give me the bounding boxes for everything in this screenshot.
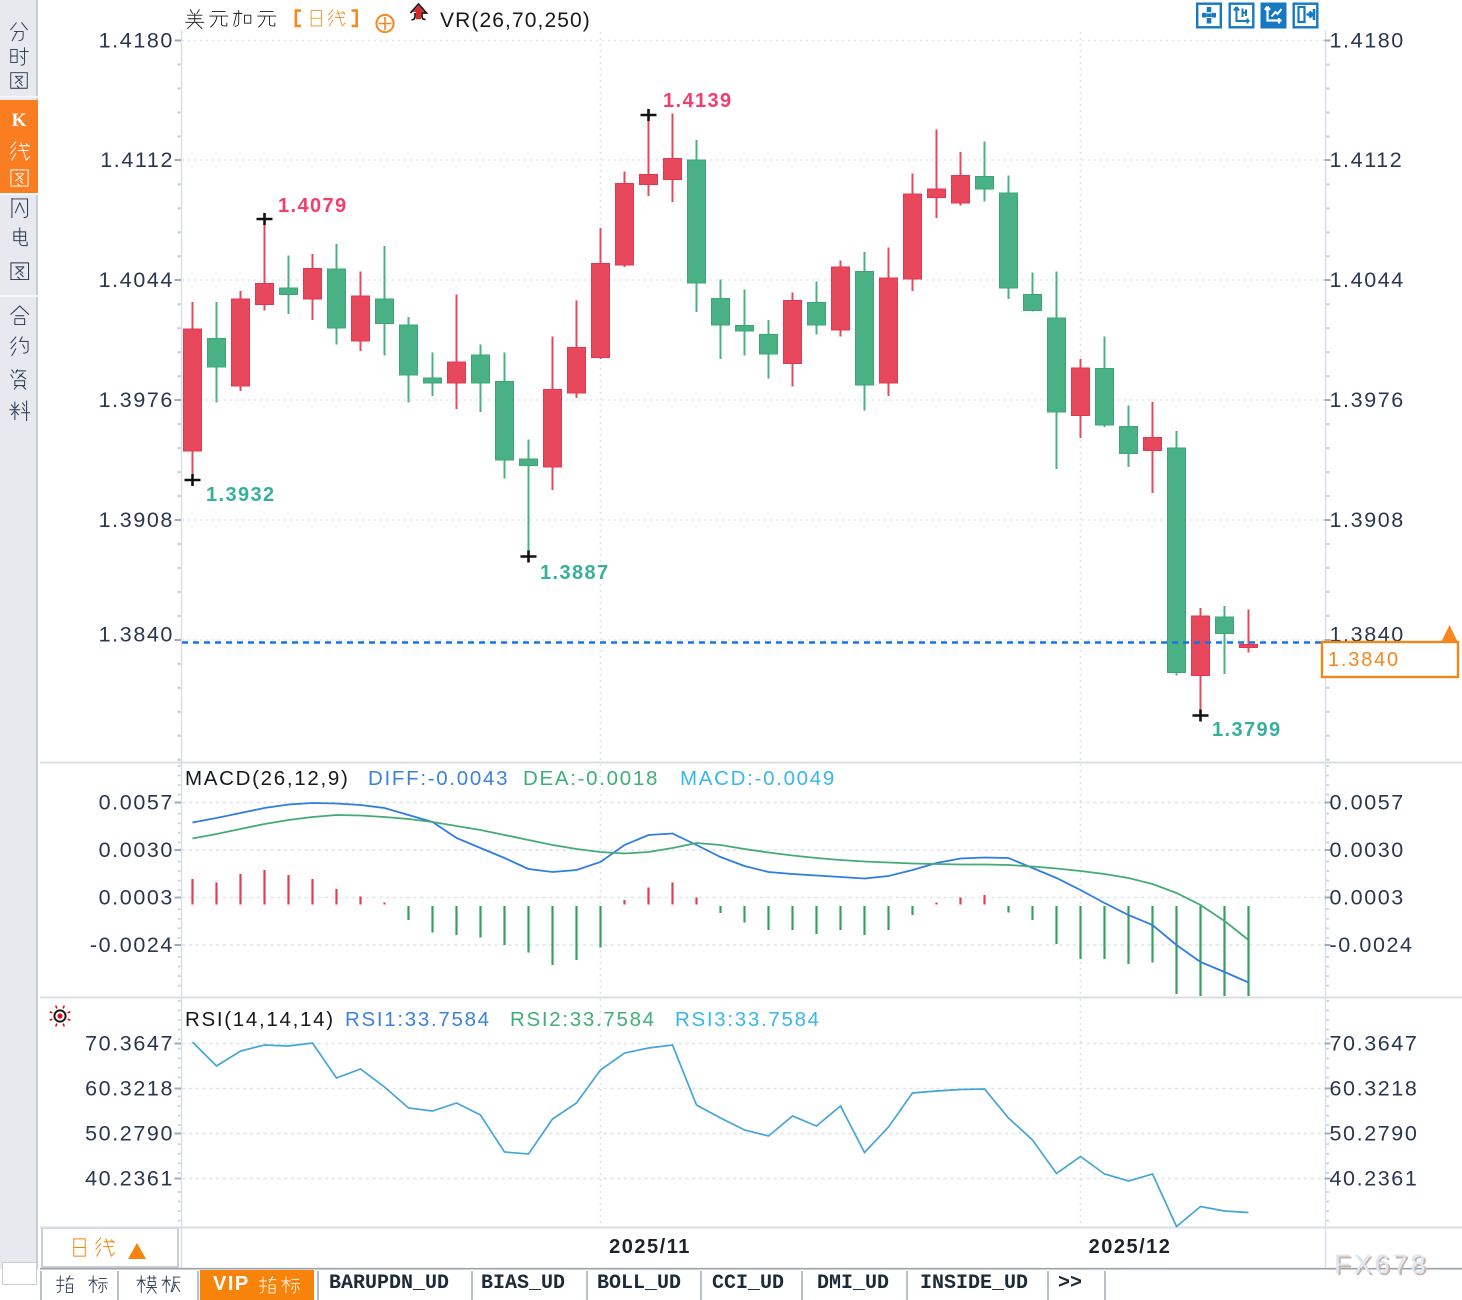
- svg-text:DIFF:-0.0043: DIFF:-0.0043: [368, 767, 509, 790]
- svg-text:1.3840: 1.3840: [1328, 649, 1400, 671]
- svg-text:1.3932: 1.3932: [206, 484, 276, 506]
- svg-text:1.3908: 1.3908: [99, 508, 174, 532]
- svg-text:1.4139: 1.4139: [663, 90, 733, 112]
- svg-text:1.4079: 1.4079: [278, 195, 348, 217]
- svg-text:0.0057: 0.0057: [99, 791, 174, 815]
- svg-text:FX678: FX678: [1336, 1251, 1431, 1281]
- svg-text:1.4180: 1.4180: [99, 29, 174, 53]
- svg-text:1.4112: 1.4112: [1330, 148, 1404, 172]
- svg-text:-0.0024: -0.0024: [90, 933, 174, 957]
- svg-text:1.3908: 1.3908: [1330, 508, 1405, 532]
- svg-text:1.4044: 1.4044: [99, 268, 174, 292]
- svg-text:2025/11: 2025/11: [609, 1236, 691, 1258]
- svg-text:0.0057: 0.0057: [1330, 791, 1405, 815]
- svg-text:MACD:-0.0049: MACD:-0.0049: [680, 767, 836, 790]
- svg-text:1.3799: 1.3799: [1212, 719, 1282, 741]
- svg-text:70.3647: 70.3647: [1330, 1032, 1419, 1056]
- svg-text:40.2361: 40.2361: [85, 1167, 174, 1191]
- svg-text:70.3647: 70.3647: [85, 1032, 174, 1056]
- svg-text:2025/12: 2025/12: [1089, 1236, 1172, 1258]
- svg-text:50.2790: 50.2790: [1330, 1122, 1419, 1146]
- svg-text:1.3976: 1.3976: [1330, 388, 1405, 412]
- svg-text:MACD(26,12,9): MACD(26,12,9): [185, 767, 350, 790]
- svg-text:60.3218: 60.3218: [85, 1077, 174, 1101]
- svg-text:FX678: FX678: [1334, 1249, 1429, 1279]
- svg-text:0.0030: 0.0030: [1330, 838, 1405, 862]
- svg-text:RSI(14,14,14): RSI(14,14,14): [185, 1008, 335, 1031]
- svg-text:RSI1:33.7584: RSI1:33.7584: [345, 1008, 491, 1031]
- svg-text:1.3840: 1.3840: [99, 623, 174, 647]
- svg-text:1.4112: 1.4112: [100, 148, 174, 172]
- svg-text:1.3887: 1.3887: [540, 562, 610, 584]
- svg-text:50.2790: 50.2790: [85, 1122, 174, 1146]
- svg-text:60.3218: 60.3218: [1330, 1077, 1419, 1101]
- svg-text:1.4044: 1.4044: [1330, 268, 1405, 292]
- svg-text:RSI2:33.7584: RSI2:33.7584: [510, 1008, 656, 1031]
- svg-text:40.2361: 40.2361: [1330, 1167, 1419, 1191]
- svg-text:1.3976: 1.3976: [99, 388, 174, 412]
- svg-text:DEA:-0.0018: DEA:-0.0018: [523, 767, 659, 790]
- svg-text:0.0003: 0.0003: [99, 886, 174, 910]
- svg-text:VR(26,70,250): VR(26,70,250): [440, 9, 591, 32]
- svg-text:0.0030: 0.0030: [99, 838, 174, 862]
- svg-text:-0.0024: -0.0024: [1330, 933, 1414, 957]
- svg-text:0.0003: 0.0003: [1330, 886, 1405, 910]
- svg-text:1.4180: 1.4180: [1330, 29, 1405, 53]
- svg-text:RSI3:33.7584: RSI3:33.7584: [675, 1008, 821, 1031]
